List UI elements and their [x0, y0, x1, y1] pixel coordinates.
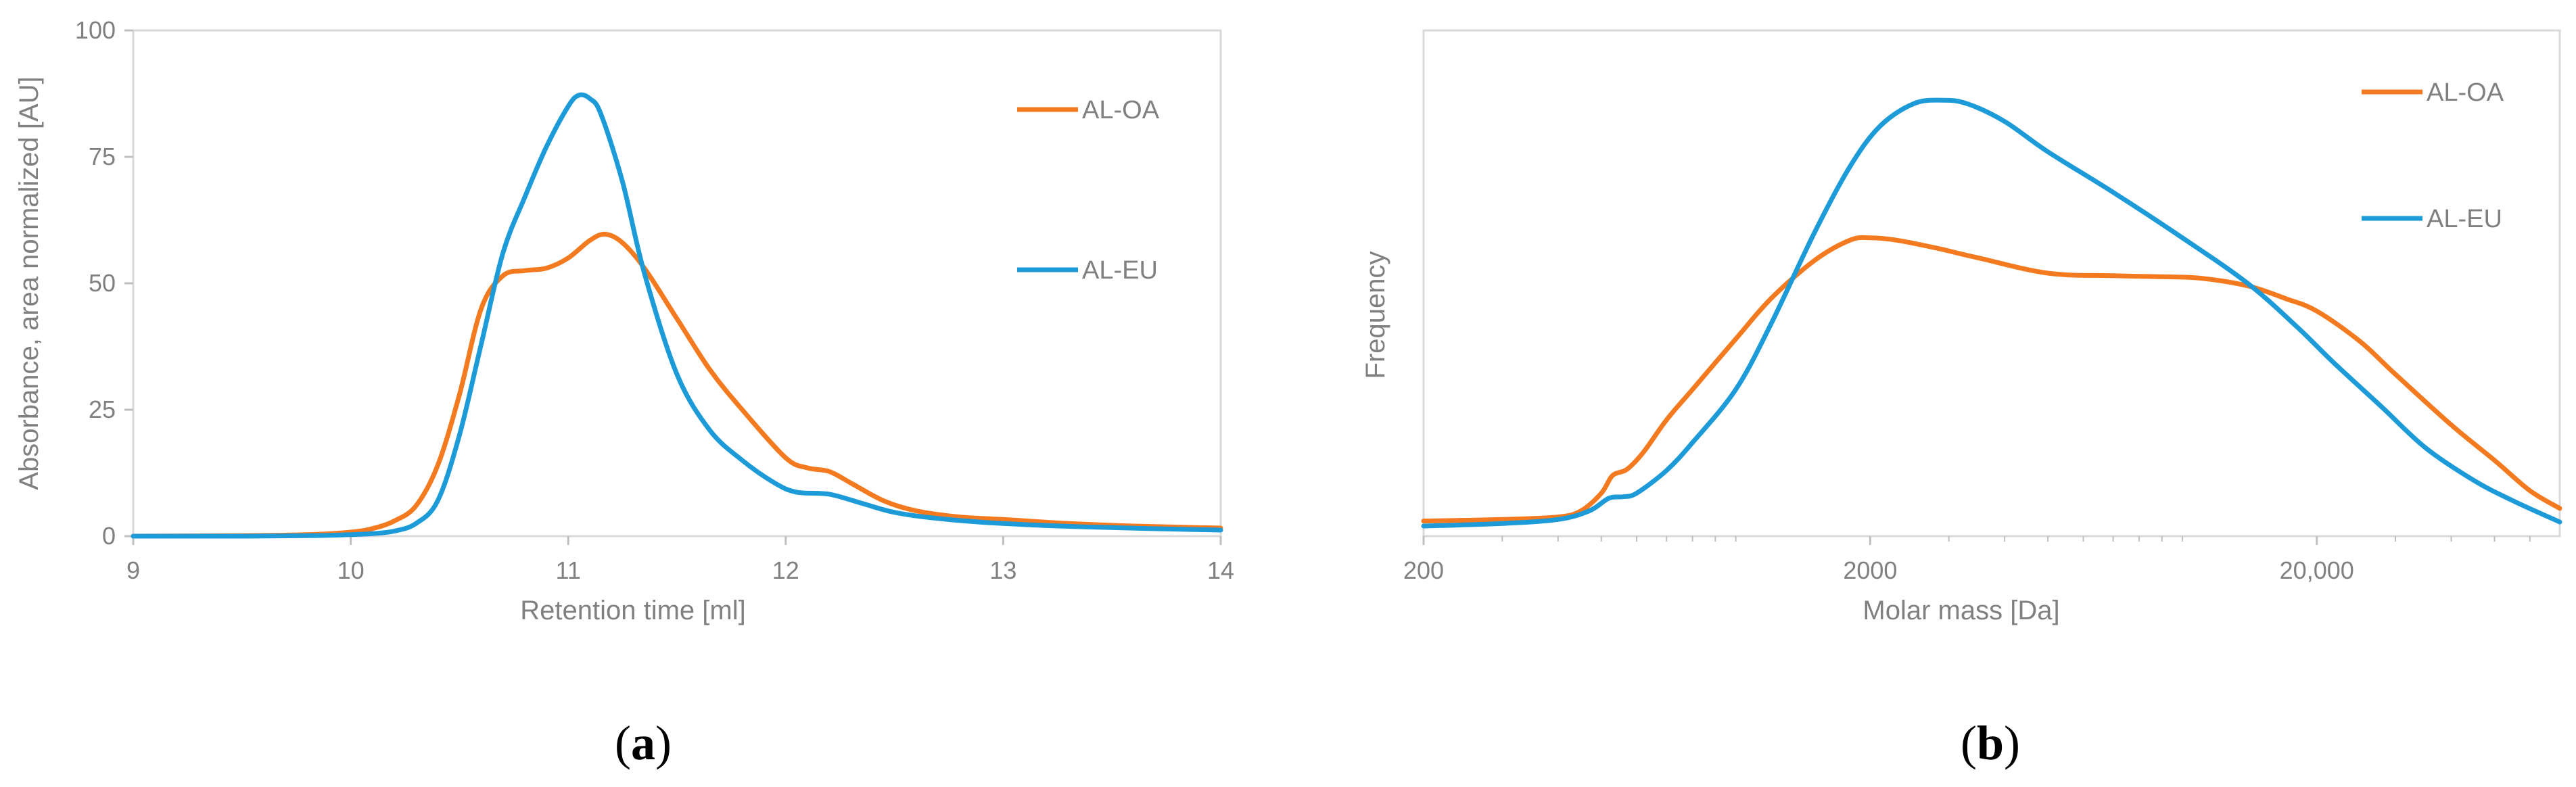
panel-b-label: (b): [1961, 716, 2020, 770]
panel-a-y-tick-label: 50: [89, 269, 116, 297]
panel-b-legend: AL-OA AL-EU: [2362, 78, 2504, 233]
panel-b-x-tick-label: 20,000: [2280, 556, 2354, 584]
panel-a-label: (a): [615, 716, 672, 770]
panel-b-legend-label-al-oa: AL-OA: [2427, 78, 2504, 107]
panel-a-x-tick-label: 11: [556, 556, 581, 584]
panel-b-series-line-al-oa: [1421, 235, 2562, 524]
panel-b-y-axis-title: Frequency: [1361, 252, 1390, 379]
panel-a-y-tick-label: 75: [89, 143, 116, 170]
panel-b-ticks: 200 2000 20,000: [1403, 536, 2531, 584]
panel-b-x-tick-label: 200: [1403, 556, 1444, 584]
panel-a-x-tick-label: 14: [1207, 556, 1234, 584]
panel-a-x-tick-label: 9: [126, 556, 140, 584]
panel-b-series: [1421, 97, 2562, 529]
panel-b-series-line-al-eu: [1421, 97, 2562, 529]
panel-a-legend: AL-OA AL-EU: [1017, 96, 1160, 285]
panel-a-y-tick-label: 0: [102, 522, 116, 550]
panel-a-legend-label-al-oa: AL-OA: [1082, 96, 1160, 124]
panel-a-series-line-al-oa: [131, 231, 1223, 539]
panel-a-y-tick-label: 25: [89, 396, 116, 423]
panel-b-chart: 200 2000 20,000 Molar mass [Da] Frequency …: [1361, 29, 2562, 770]
panel-a-plot-frame: [132, 29, 1222, 538]
panel-b-plot-frame: [1422, 29, 2561, 538]
panel-a-chart: 9 10 11 12 13 14 0 25 50 75 100 Retention time [ml…: [14, 16, 1234, 770]
panel-a-x-tick-label: 12: [772, 556, 799, 584]
panel-a-y-tick-label: 100: [75, 16, 116, 44]
panel-a-series-line-al-eu: [131, 92, 1223, 539]
panel-a-series: [131, 92, 1223, 539]
panel-b-x-axis-title: Molar mass [Da]: [1863, 596, 2059, 625]
panel-a-x-tick-label: 10: [337, 556, 365, 584]
panel-b-legend-label-al-eu: AL-EU: [2427, 205, 2502, 233]
panel-a-y-axis-title: Absorbance, area normalized [AU]: [14, 76, 44, 490]
panel-a-legend-label-al-eu: AL-EU: [1082, 256, 1158, 285]
panel-a-ticks: 9 10 11 12 13 14 0 25 50 75 100: [75, 16, 1234, 584]
panel-a-x-axis-title: Retention time [ml]: [520, 596, 745, 625]
panel-b-x-tick-label: 2000: [1843, 556, 1897, 584]
panel-a-x-tick-label: 13: [989, 556, 1016, 584]
